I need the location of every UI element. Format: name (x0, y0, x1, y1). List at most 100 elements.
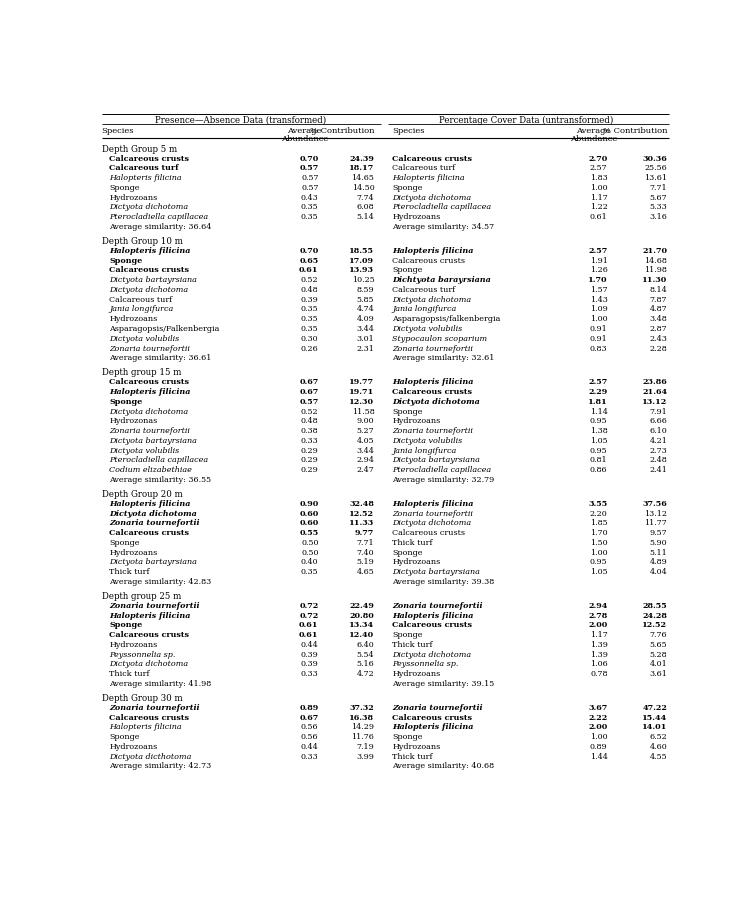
Text: 3.99: 3.99 (356, 753, 374, 760)
Text: 6.08: 6.08 (357, 204, 374, 211)
Text: Hydrozoans: Hydrozoans (392, 213, 440, 221)
Text: 0.56: 0.56 (301, 723, 319, 731)
Text: Zonaria tournefortii: Zonaria tournefortii (392, 704, 483, 712)
Text: 10.25: 10.25 (352, 276, 374, 284)
Text: Dictyota bartayrsiana: Dictyota bartayrsiana (392, 456, 480, 464)
Text: Average: Average (577, 127, 610, 134)
Text: Peyssonnelia sp.: Peyssonnelia sp. (392, 661, 458, 668)
Text: 2.28: 2.28 (650, 345, 668, 353)
Text: 2.73: 2.73 (650, 447, 668, 454)
Text: Dictyota dichotoma: Dictyota dichotoma (110, 408, 188, 416)
Text: Dictyota bartayrsiana: Dictyota bartayrsiana (110, 276, 197, 284)
Text: 0.48: 0.48 (301, 286, 319, 294)
Text: 0.95: 0.95 (590, 418, 608, 425)
Text: 1.06: 1.06 (590, 661, 608, 668)
Text: 0.57: 0.57 (299, 398, 319, 406)
Text: 15.44: 15.44 (642, 714, 668, 721)
Text: 0.39: 0.39 (301, 661, 319, 668)
Text: Pterocladiella capillacea: Pterocladiella capillacea (392, 204, 491, 211)
Text: Halopteris filicina: Halopteris filicina (392, 611, 473, 620)
Text: 0.39: 0.39 (301, 651, 319, 659)
Text: Species: Species (101, 127, 134, 134)
Text: Average similarity: 32.79: Average similarity: 32.79 (392, 476, 494, 484)
Text: 1.00: 1.00 (590, 315, 608, 324)
Text: 5.14: 5.14 (356, 213, 374, 221)
Text: 1.17: 1.17 (590, 631, 608, 639)
Text: Sponge: Sponge (392, 266, 423, 274)
Text: 0.60: 0.60 (299, 519, 319, 527)
Text: 12.52: 12.52 (350, 509, 374, 517)
Text: 0.55: 0.55 (299, 529, 319, 537)
Text: Sponge: Sponge (110, 539, 140, 547)
Text: Asparagopsis/Falkenbergia: Asparagopsis/Falkenbergia (110, 325, 220, 333)
Text: 2.00: 2.00 (588, 723, 608, 731)
Text: 18.17: 18.17 (349, 165, 374, 173)
Text: 20.80: 20.80 (350, 611, 374, 620)
Text: 5.85: 5.85 (357, 296, 374, 303)
Text: 12.30: 12.30 (350, 398, 374, 406)
Text: % Contribution: % Contribution (310, 127, 374, 134)
Text: Average similarity: 36.55: Average similarity: 36.55 (110, 476, 212, 484)
Text: Pterocladiella capillacea: Pterocladiella capillacea (110, 213, 209, 221)
Text: Halopteris filicina: Halopteris filicina (110, 723, 182, 731)
Text: Halopteris filicina: Halopteris filicina (110, 388, 190, 396)
Text: 4.60: 4.60 (650, 743, 668, 751)
Text: Hydrozoans: Hydrozoans (110, 641, 158, 649)
Text: 3.44: 3.44 (356, 447, 374, 454)
Text: 32.48: 32.48 (350, 500, 374, 508)
Text: 0.35: 0.35 (301, 213, 319, 221)
Text: 1.43: 1.43 (590, 296, 608, 303)
Text: Thick turf: Thick turf (110, 569, 150, 576)
Text: 0.33: 0.33 (301, 437, 319, 445)
Text: 5.11: 5.11 (650, 548, 668, 557)
Text: 1.38: 1.38 (590, 427, 608, 435)
Text: Calcareous turf: Calcareous turf (392, 165, 455, 173)
Text: 5.67: 5.67 (650, 194, 668, 202)
Text: 7.40: 7.40 (357, 548, 374, 557)
Text: 37.56: 37.56 (643, 500, 668, 508)
Text: 0.60: 0.60 (299, 509, 319, 517)
Text: 6.66: 6.66 (650, 418, 668, 425)
Text: 14.68: 14.68 (644, 257, 668, 264)
Text: Depth Group 20 m: Depth Group 20 m (101, 490, 182, 499)
Text: Zonaria tournefortii: Zonaria tournefortii (392, 509, 473, 517)
Text: 21.70: 21.70 (642, 247, 668, 255)
Text: 0.90: 0.90 (299, 500, 319, 508)
Text: 6.10: 6.10 (650, 427, 668, 435)
Text: 4.04: 4.04 (650, 569, 668, 576)
Text: 12.40: 12.40 (350, 631, 374, 639)
Text: 6.40: 6.40 (356, 641, 374, 649)
Text: 0.50: 0.50 (301, 548, 319, 557)
Text: Pterocladiella capillacea: Pterocladiella capillacea (110, 456, 209, 464)
Text: 11.77: 11.77 (644, 519, 668, 527)
Text: Hydrozoans: Hydrozoans (110, 548, 158, 557)
Text: Zonaria tournefortii: Zonaria tournefortii (110, 345, 190, 353)
Text: 2.70: 2.70 (588, 154, 608, 163)
Text: 1.00: 1.00 (590, 184, 608, 192)
Text: 23.86: 23.86 (643, 378, 668, 387)
Text: 24.39: 24.39 (350, 154, 374, 163)
Text: 24.28: 24.28 (642, 611, 668, 620)
Text: Thick turf: Thick turf (110, 670, 150, 678)
Text: 0.29: 0.29 (301, 456, 319, 464)
Text: 1.05: 1.05 (590, 569, 608, 576)
Text: 0.67: 0.67 (299, 388, 319, 396)
Text: 11.76: 11.76 (352, 733, 374, 741)
Text: 0.67: 0.67 (299, 714, 319, 721)
Text: Stypocaulon scoparium: Stypocaulon scoparium (392, 335, 488, 343)
Text: Zonaria tournefortii: Zonaria tournefortii (110, 704, 200, 712)
Text: Average similarity: 36.64: Average similarity: 36.64 (110, 223, 212, 231)
Text: 1.44: 1.44 (590, 753, 608, 760)
Text: 5.54: 5.54 (357, 651, 374, 659)
Text: 1.39: 1.39 (590, 651, 608, 659)
Text: Abundance: Abundance (570, 134, 617, 143)
Text: Sponge: Sponge (110, 733, 140, 741)
Text: 0.44: 0.44 (301, 641, 319, 649)
Text: Dictyota dichotoma: Dictyota dichotoma (110, 661, 188, 668)
Text: 0.72: 0.72 (299, 611, 319, 620)
Text: Calcareous crusts: Calcareous crusts (110, 378, 189, 387)
Text: Abundance: Abundance (281, 134, 328, 143)
Text: 0.52: 0.52 (301, 408, 319, 416)
Text: 19.77: 19.77 (350, 378, 374, 387)
Text: Jania longifurca: Jania longifurca (110, 305, 173, 314)
